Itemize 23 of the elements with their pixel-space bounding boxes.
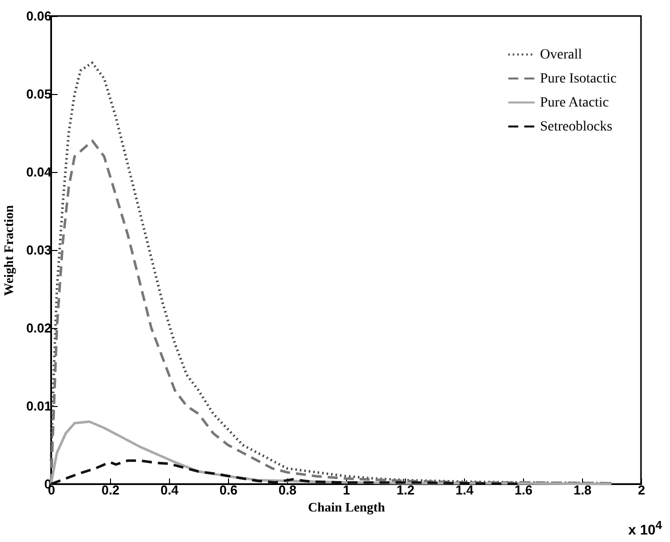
x-tick-label: 1 (342, 482, 350, 498)
x-tick-label: 1.4 (455, 482, 474, 498)
x-tick-label: 1.6 (514, 482, 533, 498)
y-tick-label: 0.06 (26, 8, 52, 24)
x-tick-label: 1.8 (573, 482, 592, 498)
x-tick-label: 0.4 (160, 482, 180, 498)
x-axis-title: Chain Length (308, 500, 386, 514)
y-tick-label: 0.01 (26, 398, 52, 414)
y-tick-label: 0.03 (26, 242, 52, 258)
y-axis-title: Weight Fraction (1, 204, 16, 296)
legend-label: Pure Atactic (540, 96, 609, 110)
y-tick-label: 0.04 (26, 164, 52, 180)
y-tick-label: 0.02 (26, 320, 52, 336)
legend-label: Pure Isotactic (540, 72, 617, 86)
legend-label: Setreoblocks (540, 120, 612, 134)
x-tick-label: 2 (638, 482, 646, 498)
legend-label: Overall (540, 48, 582, 62)
y-tick-label: 0.05 (26, 86, 52, 102)
x-tick-label: 1.2 (396, 482, 415, 498)
text: x 10$^{4}$ (628, 519, 662, 538)
x-tick-label: 0.8 (278, 482, 297, 498)
x-tick-label: 0.6 (219, 482, 238, 498)
x-tick-label: 0.2 (101, 482, 120, 498)
